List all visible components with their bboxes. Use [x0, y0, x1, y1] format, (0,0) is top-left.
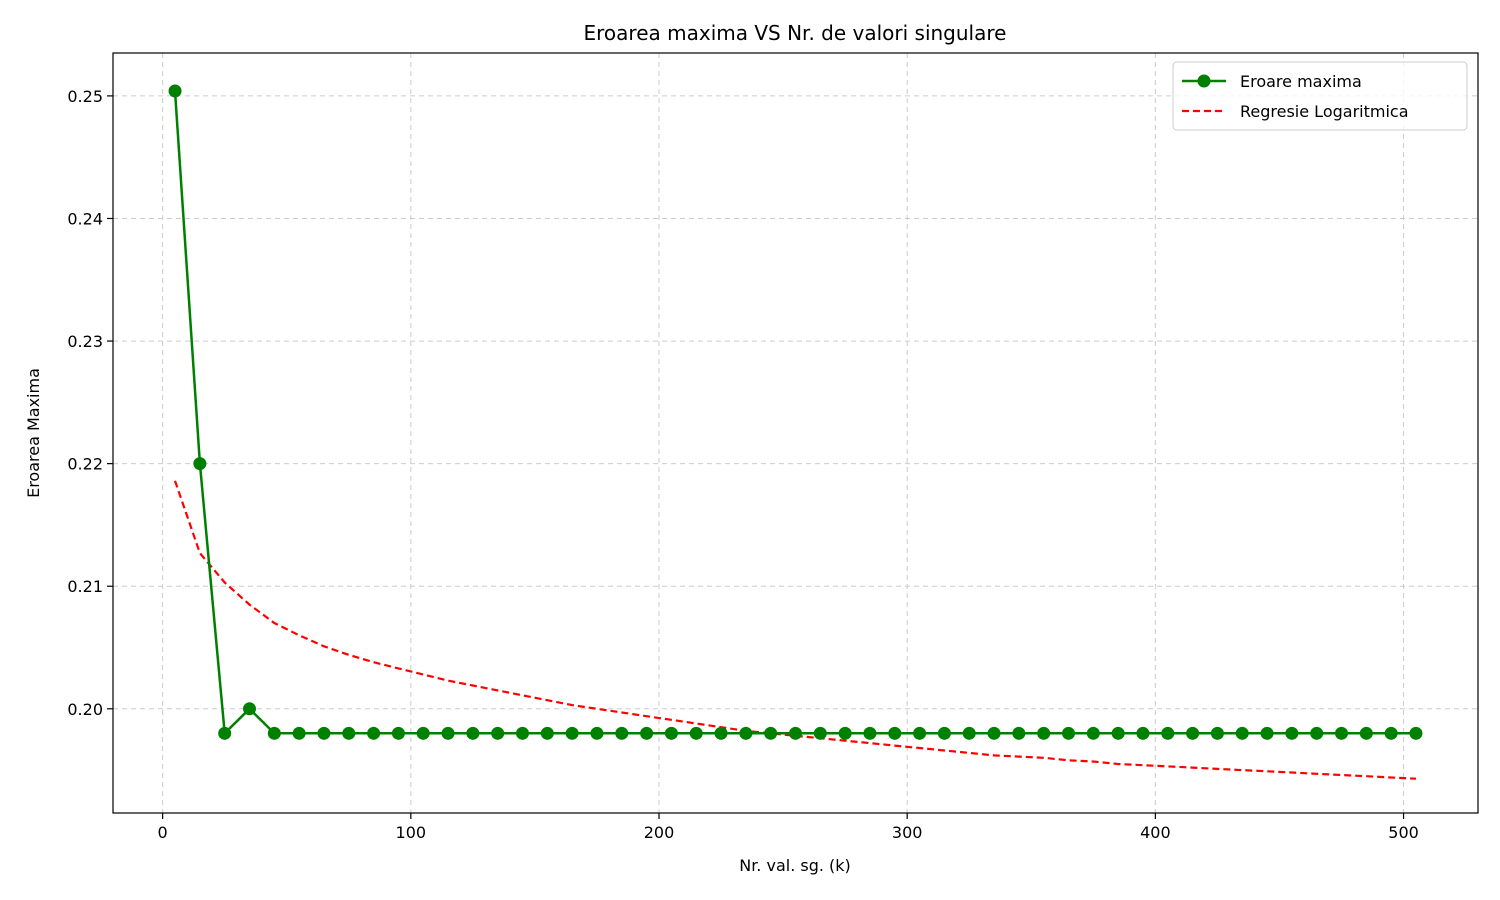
series-layer: [168, 84, 1423, 780]
x-tick-label: 100: [396, 823, 427, 842]
tick-layer: 0 100 200 300 400 500 0.20 0.21 0.22 0.23 0.24 0.25: [67, 87, 1418, 842]
data-point-eroare-maxima: [863, 726, 877, 740]
data-point-eroare-maxima: [491, 726, 505, 740]
data-point-eroare-maxima: [441, 726, 455, 740]
legend-label-regresie-logaritmica: Regresie Logaritmica: [1240, 102, 1409, 121]
y-tick-label: 0.22: [67, 455, 103, 474]
data-point-eroare-maxima: [1335, 726, 1348, 740]
legend: Eroare maxima Regresie Logaritmica: [1172, 61, 1468, 131]
data-point-eroare-maxima: [1210, 726, 1224, 740]
data-point-eroare-maxima: [317, 726, 331, 740]
data-point-eroare-maxima: [1260, 726, 1274, 740]
legend-marker-eroare-maxima: [1197, 74, 1211, 88]
x-tick-label: 400: [1140, 823, 1171, 842]
y-tick-label: 0.25: [67, 87, 103, 106]
data-point-eroare-maxima: [1409, 726, 1423, 740]
data-point-eroare-maxima: [764, 726, 778, 740]
data-point-eroare-maxima: [689, 726, 703, 740]
data-point-eroare-maxima: [590, 726, 604, 740]
y-tick-label: 0.23: [67, 332, 103, 351]
data-point-eroare-maxima: [193, 457, 207, 471]
legend-box: [1172, 61, 1468, 131]
data-point-eroare-maxima: [664, 726, 678, 740]
data-point-eroare-maxima: [615, 726, 629, 740]
data-point-eroare-maxima: [1384, 726, 1398, 740]
chart-title: Eroarea maxima VS Nr. de valori singular…: [584, 21, 1007, 45]
x-tick-label: 0: [158, 823, 168, 842]
data-point-eroare-maxima: [813, 726, 827, 740]
data-point-eroare-maxima: [1136, 726, 1150, 740]
data-point-eroare-maxima: [342, 726, 356, 740]
data-point-eroare-maxima: [1086, 726, 1100, 740]
y-tick-label: 0.24: [67, 209, 103, 228]
data-point-eroare-maxima: [243, 702, 256, 716]
data-point-eroare-maxima: [168, 84, 182, 98]
data-point-eroare-maxima: [1359, 726, 1373, 740]
data-point-eroare-maxima: [466, 726, 480, 740]
data-point-eroare-maxima: [739, 726, 753, 740]
data-point-eroare-maxima: [640, 726, 654, 740]
data-point-eroare-maxima: [714, 726, 728, 740]
plot-frame: [112, 52, 1479, 814]
data-point-eroare-maxima: [1235, 726, 1249, 740]
x-axis-label: Nr. val. sg. (k): [739, 856, 851, 875]
x-tick-label: 300: [892, 823, 923, 842]
data-point-eroare-maxima: [391, 726, 405, 740]
x-tick-label: 500: [1388, 823, 1419, 842]
y-tick-label: 0.21: [67, 577, 103, 596]
data-point-eroare-maxima: [987, 726, 1001, 740]
data-point-eroare-maxima: [1310, 726, 1324, 740]
data-point-eroare-maxima: [1062, 726, 1075, 740]
data-point-eroare-maxima: [1037, 726, 1051, 740]
data-point-eroare-maxima: [789, 726, 802, 740]
legend-label-eroare-maxima: Eroare maxima: [1240, 72, 1362, 91]
data-point-eroare-maxima: [367, 726, 381, 740]
data-point-eroare-maxima: [267, 726, 281, 740]
data-point-eroare-maxima: [1161, 726, 1175, 740]
x-tick-label: 200: [644, 823, 675, 842]
data-point-eroare-maxima: [937, 726, 951, 740]
y-tick-label: 0.20: [67, 700, 103, 719]
data-point-eroare-maxima: [565, 726, 579, 740]
data-point-eroare-maxima: [1012, 726, 1026, 740]
data-point-eroare-maxima: [913, 726, 927, 740]
data-point-eroare-maxima: [838, 726, 852, 740]
data-point-eroare-maxima: [962, 726, 976, 740]
y-axis-label: Eroarea Maxima: [24, 368, 43, 498]
data-point-eroare-maxima: [540, 726, 554, 740]
data-point-eroare-maxima: [888, 726, 902, 740]
data-point-eroare-maxima: [1111, 726, 1125, 740]
data-point-eroare-maxima: [292, 726, 306, 740]
data-point-eroare-maxima: [218, 726, 232, 740]
data-point-eroare-maxima: [416, 726, 430, 740]
data-point-eroare-maxima: [1186, 726, 1200, 740]
data-point-eroare-maxima: [1285, 726, 1299, 740]
data-point-eroare-maxima: [516, 726, 529, 740]
